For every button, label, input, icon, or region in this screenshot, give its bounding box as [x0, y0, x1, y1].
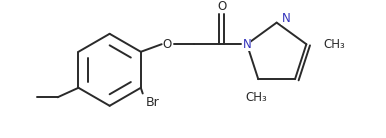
Text: O: O: [163, 38, 172, 51]
Text: CH₃: CH₃: [245, 91, 267, 104]
Text: N: N: [281, 12, 290, 25]
Text: N: N: [242, 38, 251, 51]
Text: Br: Br: [146, 96, 159, 109]
Text: O: O: [217, 0, 227, 13]
Text: CH₃: CH₃: [323, 38, 345, 51]
